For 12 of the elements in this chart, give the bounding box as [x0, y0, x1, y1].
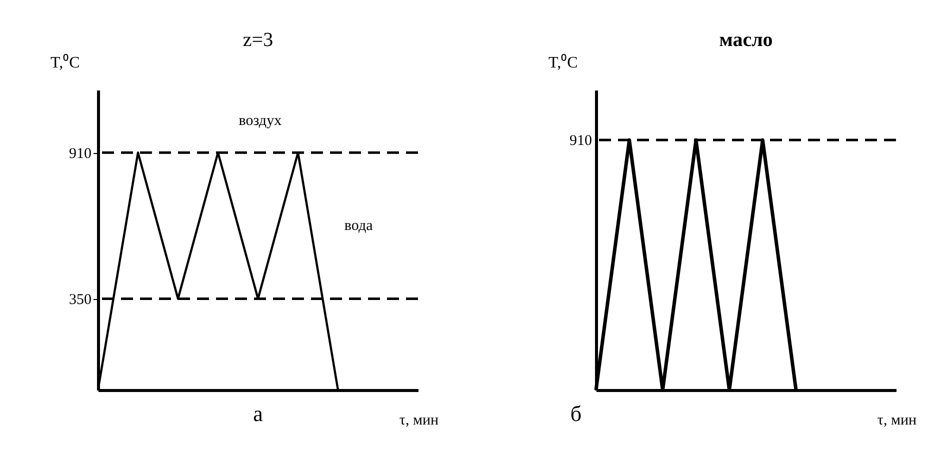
annotation: вода [344, 218, 374, 234]
text: 910 [570, 133, 592, 149]
text: а [253, 401, 264, 426]
annotation: воздух [238, 113, 282, 129]
y-axis-title: T,⁰C [50, 54, 80, 72]
x-axis-title: τ, мин [399, 412, 438, 428]
y-tick-label: 350 [69, 292, 92, 308]
text: б [570, 401, 582, 426]
y-axis-title: T,⁰C [548, 54, 578, 72]
chart-title: масло [719, 29, 773, 51]
x-axis-title: τ, мин [877, 412, 916, 428]
chart-title: z=3 [242, 29, 274, 51]
